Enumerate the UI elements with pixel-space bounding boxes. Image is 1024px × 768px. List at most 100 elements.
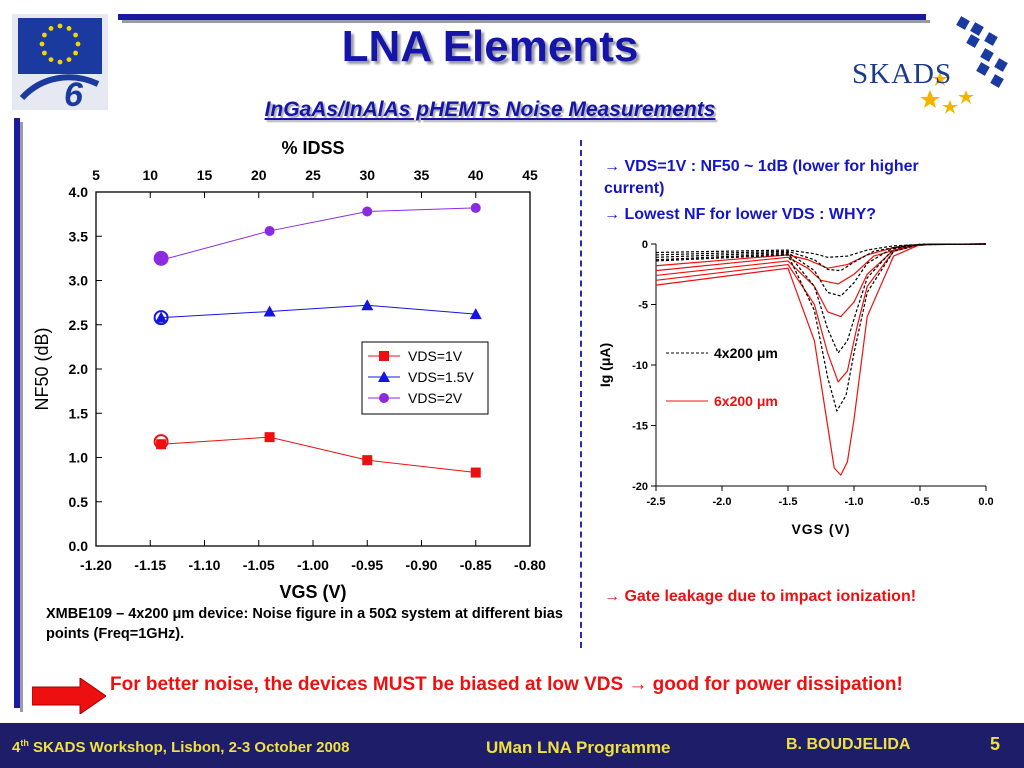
x-tick-label: -1.5 [779, 496, 798, 508]
legend-marker [379, 351, 389, 361]
x-tick-label: -1.05 [243, 557, 275, 573]
x-tick-label: -0.5 [911, 496, 930, 508]
eu-star-icon [73, 32, 78, 38]
footer-workshop-text: SKADS Workshop, Lisbon, 2-3 October 2008 [28, 739, 350, 756]
skads-logo-text: SKADS [852, 58, 953, 90]
eu-star-icon [75, 41, 81, 47]
y-tick-label: 2.5 [69, 317, 89, 333]
eu-star-icon [39, 41, 45, 47]
y-tick-label: 4.0 [69, 184, 89, 200]
data-point [156, 439, 167, 450]
footer-workshop-sup: th [20, 738, 29, 748]
series-line [161, 436, 476, 474]
top-tick-label: 35 [414, 167, 430, 183]
legend-label: VDS=2V [408, 390, 463, 406]
slide-title: LNA Elements [341, 22, 639, 71]
left-bar [14, 118, 20, 708]
data-point [470, 202, 481, 213]
top-tick-label: 30 [359, 167, 375, 183]
note-gate-leakage: → Gate leakage due to impact ionization! [604, 588, 917, 605]
x-tick-label: -0.85 [460, 557, 492, 573]
eu-star-icon [48, 26, 54, 31]
x-tick-label: -1.0 [845, 496, 864, 508]
note-lowest-nf: → Lowest NF for lower VDS : WHY? [604, 206, 877, 223]
slide-subtitle: InGaAs/InAlAs pHEMTs Noise Measurements [264, 98, 716, 121]
big-arrow-icon [32, 678, 106, 714]
x-tick-label: -2.5 [647, 496, 666, 508]
left-bar-shadow [20, 122, 23, 712]
legend-label: VDS=1V [408, 348, 463, 364]
eu-star-icon [66, 26, 72, 31]
note-vds-1v: → VDS=1V : NF50 ~ 1dB (lower for higher … [604, 158, 919, 197]
column-divider [580, 140, 582, 648]
data-point [264, 432, 275, 443]
x-tick-label: -1.10 [189, 557, 221, 573]
top-tick-label: 15 [197, 167, 213, 183]
data-point [361, 299, 374, 311]
x-tick-label: -0.90 [406, 557, 438, 573]
x-tick-label: -1.20 [80, 557, 112, 573]
highlight-marker [153, 434, 169, 450]
y-axis-label: Ig (μA) [600, 343, 613, 387]
nf50-vs-vgs-chart: -1.20 -1.15 -1.10 -1.05 -1.00 -0.95 -0.90 -0.85… [32, 138, 546, 602]
x-tick-label: -0.80 [514, 557, 546, 573]
chart-caption: XMBE109 – 4x200 μm device: Noise figure … [46, 606, 563, 642]
skads-logo [920, 16, 1008, 114]
data-point [264, 225, 275, 236]
highlight-marker [153, 250, 169, 266]
footer-workshop: 4th SKADS Workshop, Lisbon, 2-3 October … [12, 738, 349, 756]
series-line [160, 207, 476, 261]
footer-programme: UMan LNA Programme [486, 738, 671, 757]
page-number: 5 [990, 734, 1001, 754]
current-curve [655, 243, 987, 272]
data-point [263, 305, 276, 317]
y-tick-label: 3.0 [69, 273, 89, 289]
top-axis-label: % IDSS [281, 138, 344, 158]
footer-author: B. BOUDJELIDA [786, 736, 911, 753]
data-point [469, 308, 482, 320]
current-curve [655, 243, 987, 412]
y-tick-label: 0.0 [69, 538, 89, 554]
legend-label: VDS=1.5V [408, 369, 474, 385]
current-curve [655, 243, 987, 269]
y-tick-label: 3.5 [69, 228, 89, 244]
eu-star-icon [57, 23, 63, 29]
y-tick-label: -15 [632, 421, 648, 433]
x-tick-label: -0.95 [351, 557, 383, 573]
legend-marker [378, 371, 390, 382]
y-tick-label: 0.5 [69, 494, 89, 510]
current-curve [655, 243, 987, 297]
conclusion-text: For better noise, the devices MUST be bi… [110, 674, 903, 695]
x-axis-label: VGS (V) [279, 582, 346, 602]
footer-bar [0, 723, 1024, 768]
eu-star-icon [73, 50, 78, 56]
x-tick-label: -1.15 [134, 557, 166, 573]
current-curve [655, 243, 987, 476]
current-curve [655, 243, 987, 258]
y-tick-label: -20 [632, 481, 648, 493]
eu-star-icon [42, 32, 47, 38]
eu-star-icon [66, 57, 72, 62]
chart-background [600, 236, 1000, 546]
top-tick-label: 40 [468, 167, 484, 183]
eu-fp6-logo: 6 [12, 14, 108, 110]
footer-workshop-number: 4 [12, 739, 21, 756]
data-point [362, 206, 373, 217]
x-axis-label: VGS (V) [791, 521, 850, 537]
current-curve [655, 243, 987, 354]
x-tick-label: -2.0 [713, 496, 732, 508]
series-line [161, 304, 476, 319]
y-tick-label: -10 [632, 360, 648, 372]
data-point [362, 455, 373, 466]
top-tick-label: 10 [142, 167, 158, 183]
legend-marker [379, 393, 389, 403]
eu-star-icon [48, 57, 54, 62]
top-tick-label: 25 [305, 167, 321, 183]
legend-label: 6x200 μm [714, 393, 778, 409]
top-tick-label: 45 [522, 167, 538, 183]
y-tick-label: 2.0 [69, 361, 89, 377]
data-point [155, 311, 168, 323]
y-axis-label: NF50 (dB) [32, 327, 52, 410]
data-point [470, 467, 481, 478]
top-bar-shadow [122, 20, 930, 23]
